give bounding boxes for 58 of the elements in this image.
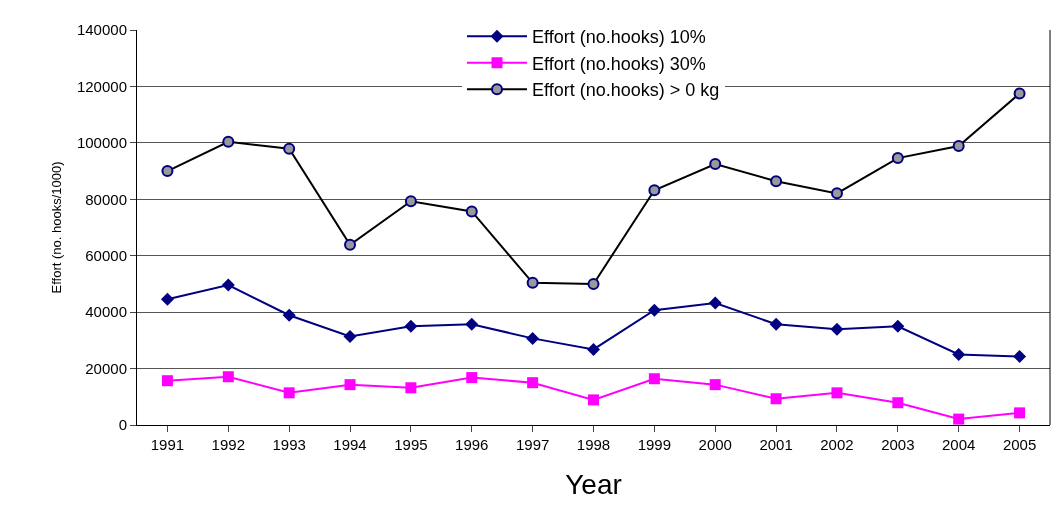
x-axis-title: Year xyxy=(565,469,622,501)
point xyxy=(344,379,356,391)
legend-label: Effort (no.hooks) 30% xyxy=(532,53,706,74)
y-tick-label: 80000 xyxy=(85,190,127,208)
point xyxy=(282,308,296,322)
y-tick-label: 100000 xyxy=(76,134,127,152)
x-tick-label: 2005 xyxy=(1002,436,1037,453)
point xyxy=(892,397,904,409)
x-tick-label: 1991 xyxy=(150,436,185,453)
y-tick-label: 0 xyxy=(118,416,127,434)
point xyxy=(647,303,661,317)
point xyxy=(769,317,783,331)
point xyxy=(466,372,478,384)
point xyxy=(587,342,600,356)
point xyxy=(831,387,843,399)
y-tick-label: 140000 xyxy=(76,21,127,39)
x-tick-label: 2004 xyxy=(942,436,976,453)
point xyxy=(161,375,173,387)
x-tick-label: 1998 xyxy=(576,436,611,453)
point xyxy=(648,373,660,385)
y-axis-title: Effort (no. hooks/1000) xyxy=(48,161,64,294)
point xyxy=(1013,349,1027,363)
x-tick-label: 1996 xyxy=(455,436,489,453)
point xyxy=(527,377,539,389)
y-tick-label: 20000 xyxy=(85,359,127,377)
x-tick-label: 1999 xyxy=(637,436,672,453)
x-tick-label: 1997 xyxy=(515,436,550,453)
point xyxy=(953,413,965,425)
point xyxy=(404,319,418,333)
point xyxy=(708,296,722,310)
x-tick-label: 1994 xyxy=(333,436,367,453)
x-tick-label: 2002 xyxy=(820,436,854,453)
y-tick-label: 120000 xyxy=(76,77,127,95)
point xyxy=(709,379,721,391)
point xyxy=(343,329,357,343)
point xyxy=(830,322,844,336)
x-tick-label: 2001 xyxy=(759,436,793,453)
point xyxy=(160,292,174,306)
x-tick-label: 1995 xyxy=(394,436,428,453)
point xyxy=(222,371,234,383)
point xyxy=(770,393,782,405)
point xyxy=(952,347,966,361)
x-tick-label: 1993 xyxy=(272,436,306,453)
point xyxy=(891,319,905,333)
x-tick-label: 2003 xyxy=(881,436,915,453)
point xyxy=(283,387,295,399)
point xyxy=(1014,407,1026,419)
y-tick-label: 60000 xyxy=(85,246,127,264)
point xyxy=(221,278,235,292)
point xyxy=(526,331,540,345)
y-tick-label: 40000 xyxy=(85,303,127,321)
x-tick-label: 1992 xyxy=(211,436,245,453)
point xyxy=(588,394,599,406)
point xyxy=(405,382,417,394)
point xyxy=(465,317,479,331)
x-tick-label: 2000 xyxy=(698,436,732,453)
legend-label: Effort (no.hooks) > 0 kg xyxy=(532,80,720,101)
legend-label: Effort (no.hooks) 10% xyxy=(532,27,706,48)
